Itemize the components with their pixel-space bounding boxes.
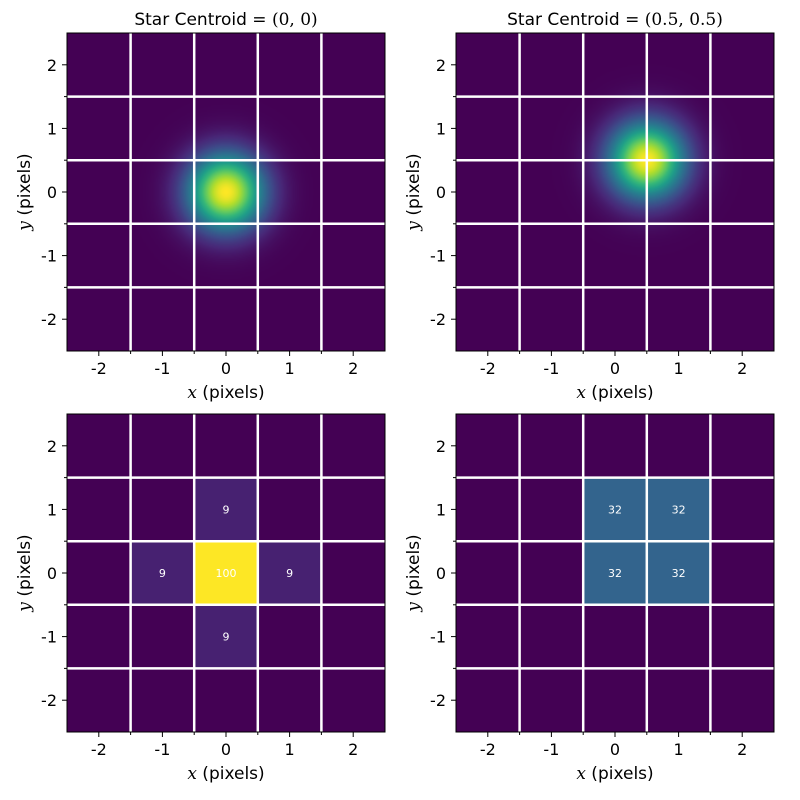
gaussian-psf-image (67, 33, 385, 351)
y-tick-label: 2 (47, 437, 57, 456)
chart-title: Star Centroid = (0.5, 0.5) (507, 10, 723, 30)
pixel-cell (130, 541, 195, 605)
chart-title-text: Star Centroid = (134, 10, 272, 30)
y-tick-label: 0 (436, 564, 446, 583)
x-tick-label: 1 (285, 359, 295, 378)
y-tick-label: 1 (436, 500, 446, 519)
pixel-cell (194, 477, 258, 542)
pixel-cell (194, 541, 258, 605)
x-tick-label: 2 (348, 359, 358, 378)
x-tick-label: 2 (348, 740, 358, 759)
x-axis-label: x (pixels) (187, 764, 264, 784)
y-axis-variable: y (15, 221, 35, 232)
y-axis-label: y (pixels) (404, 153, 424, 231)
x-axis-variable: x (576, 764, 586, 784)
x-tick-label: -1 (543, 740, 559, 759)
pixel-cell (194, 604, 258, 669)
pixel-value-label: 9 (223, 503, 230, 516)
x-tick-label: -1 (543, 359, 559, 378)
x-axis-unit: (pixels) (197, 383, 265, 403)
x-axis-variable: x (576, 383, 586, 403)
y-tick-label: 2 (436, 56, 446, 75)
x-tick-label: 0 (610, 740, 620, 759)
x-axis-variable: x (187, 764, 197, 784)
x-tick-label: 1 (285, 740, 295, 759)
y-tick-label: -1 (41, 628, 57, 647)
x-axis-unit: (pixels) (197, 764, 265, 784)
gaussian-psf-image (456, 33, 774, 351)
y-tick-label: -2 (41, 691, 57, 710)
y-tick-label: -2 (41, 310, 57, 329)
pixel-cell (646, 477, 711, 542)
y-tick-label: 1 (47, 500, 57, 519)
pixel-value-label: 9 (223, 631, 230, 644)
y-tick-label: 0 (47, 183, 57, 202)
x-tick-label: -1 (154, 359, 170, 378)
x-tick-label: -2 (91, 740, 107, 759)
pixel-value-label: 100 (216, 567, 237, 580)
x-tick-label: -2 (480, 359, 496, 378)
y-tick-label: 1 (436, 119, 446, 138)
x-tick-label: 0 (610, 359, 620, 378)
x-tick-label: 1 (674, 740, 684, 759)
x-axis-variable: x (187, 383, 197, 403)
y-tick-label: -2 (430, 691, 446, 710)
x-tick-label: -1 (154, 740, 170, 759)
chart-title-math: (0.5, 0.5) (645, 10, 723, 30)
y-axis-variable: y (404, 221, 424, 232)
x-axis-unit: (pixels) (586, 764, 654, 784)
x-tick-label: -2 (480, 740, 496, 759)
pixel-value-label: 32 (672, 567, 686, 580)
y-tick-label: 2 (47, 56, 57, 75)
y-axis-variable: y (15, 602, 35, 613)
y-tick-label: 2 (436, 437, 446, 456)
x-tick-label: 0 (221, 359, 231, 378)
y-axis-unit: (pixels) (15, 534, 35, 602)
pixel-cell (583, 541, 647, 605)
y-tick-label: 1 (47, 119, 57, 138)
x-tick-label: 1 (674, 359, 684, 378)
y-axis-label: y (pixels) (15, 153, 35, 231)
y-axis-label: y (pixels) (404, 534, 424, 612)
y-tick-label: -2 (430, 310, 446, 329)
chart-title: Star Centroid = (0, 0) (134, 10, 317, 30)
x-axis-unit: (pixels) (586, 383, 654, 403)
y-axis-unit: (pixels) (15, 153, 35, 221)
x-tick-label: 0 (221, 740, 231, 759)
y-axis-unit: (pixels) (404, 153, 424, 221)
pixel-value-label: 32 (672, 503, 686, 516)
y-tick-label: -1 (430, 247, 446, 266)
pixel-value-label: 32 (608, 567, 622, 580)
y-tick-label: -1 (41, 247, 57, 266)
pixel-cell (646, 541, 711, 605)
x-tick-label: -2 (91, 359, 107, 378)
y-tick-label: 0 (47, 564, 57, 583)
pixel-value-label: 32 (608, 503, 622, 516)
y-tick-label: -1 (430, 628, 446, 647)
x-tick-label: 2 (737, 740, 747, 759)
y-tick-label: 0 (436, 183, 446, 202)
y-axis-variable: y (404, 602, 424, 613)
pixel-value-label: 9 (286, 567, 293, 580)
chart-title-math: (0, 0) (272, 10, 318, 30)
x-axis-label: x (pixels) (576, 383, 653, 403)
x-axis-label: x (pixels) (576, 764, 653, 784)
pixel-cell (583, 477, 647, 542)
y-axis-unit: (pixels) (404, 534, 424, 602)
pixel-value-label: 9 (159, 567, 166, 580)
chart-title-text: Star Centroid = (507, 10, 645, 30)
x-axis-label: x (pixels) (187, 383, 264, 403)
x-tick-label: 2 (737, 359, 747, 378)
y-axis-label: y (pixels) (15, 534, 35, 612)
pixel-cell (257, 541, 322, 605)
